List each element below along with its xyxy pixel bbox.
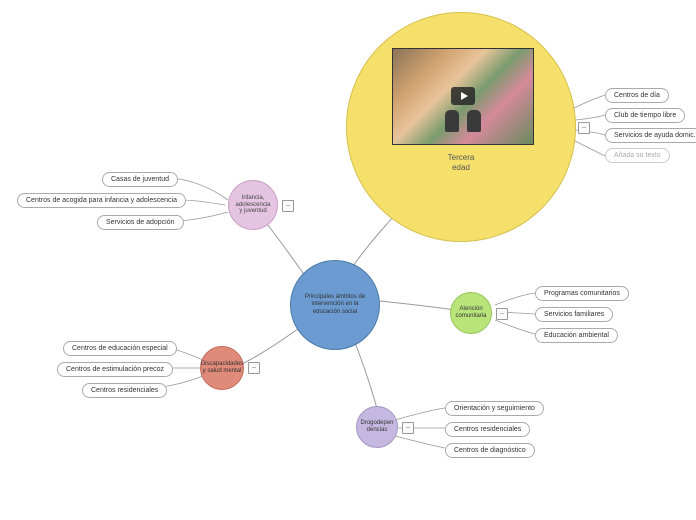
play-icon[interactable] bbox=[451, 87, 475, 105]
video-thumbnail[interactable] bbox=[392, 48, 534, 145]
leaf-drogo-1[interactable]: Centros residenciales bbox=[445, 422, 530, 437]
leaf-infancia-2[interactable]: Servicios de adopción bbox=[97, 215, 184, 230]
node-atencion[interactable]: Atención comunitaria bbox=[450, 292, 492, 334]
leaf-tercera-add[interactable]: Añada su texto bbox=[605, 148, 670, 163]
leaf-discap-1[interactable]: Centros de estimulación precoz bbox=[57, 362, 173, 377]
connection-lines bbox=[0, 0, 696, 520]
toggle-atencion[interactable]: − bbox=[496, 308, 508, 320]
leaf-atencion-2[interactable]: Educación ambiental bbox=[535, 328, 618, 343]
tercera-label: Tercera edad bbox=[347, 153, 575, 172]
toggle-infancia[interactable]: − bbox=[282, 200, 294, 212]
node-tercera-edad[interactable]: Tercera edad bbox=[346, 12, 576, 242]
node-drogo[interactable]: Drogodepen dencias bbox=[356, 406, 398, 448]
leaf-discap-0[interactable]: Centros de educación especial bbox=[63, 341, 177, 356]
leaf-drogo-2[interactable]: Centros de diagnóstico bbox=[445, 443, 535, 458]
node-discapacidades[interactable]: Discapacidades y salud mental bbox=[200, 346, 244, 390]
toggle-drogo[interactable]: − bbox=[402, 422, 414, 434]
toggle-tercera[interactable]: − bbox=[578, 122, 590, 134]
leaf-tercera-1[interactable]: Club de tiempo libre bbox=[605, 108, 685, 123]
leaf-atencion-1[interactable]: Servicios familiares bbox=[535, 307, 613, 322]
leaf-tercera-2[interactable]: Servicios de ayuda domic. bbox=[605, 128, 696, 143]
leaf-drogo-0[interactable]: Orientación y seguimiento bbox=[445, 401, 544, 416]
leaf-infancia-1[interactable]: Centros de acogida para infancia y adole… bbox=[17, 193, 186, 208]
leaf-infancia-0[interactable]: Casas de juventud bbox=[102, 172, 178, 187]
leaf-tercera-0[interactable]: Centros de día bbox=[605, 88, 669, 103]
toggle-discap[interactable]: − bbox=[248, 362, 260, 374]
node-infancia[interactable]: Infancia, adolescencia y juventud bbox=[228, 180, 278, 230]
leaf-atencion-0[interactable]: Programas comunitarios bbox=[535, 286, 629, 301]
center-node[interactable]: Principales ámbitos de intervención en l… bbox=[290, 260, 380, 350]
leaf-discap-2[interactable]: Centros residenciales bbox=[82, 383, 167, 398]
